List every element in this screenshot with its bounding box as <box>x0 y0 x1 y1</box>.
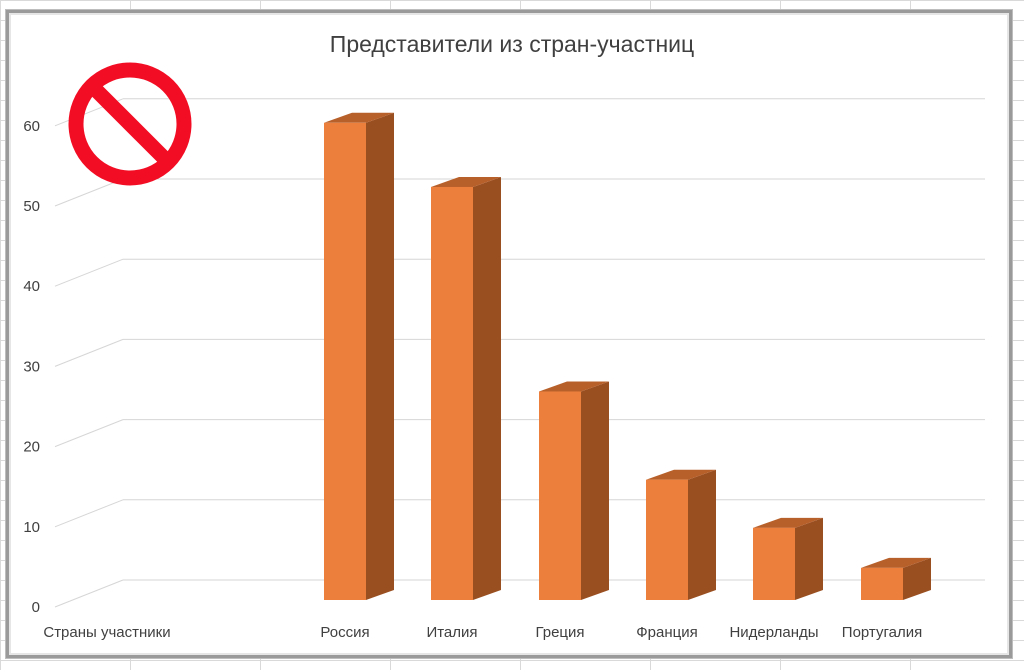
chart-title: Представители из стран-участниц <box>329 31 695 57</box>
y-tick-label: 50 <box>23 198 40 215</box>
bars <box>324 112 931 600</box>
bar <box>324 112 394 600</box>
bar-front <box>539 391 581 600</box>
category-label: Нидерланды <box>729 624 818 641</box>
x-axis-labels: Страны участники Россия Италия Греция Франци… <box>43 624 922 641</box>
y-tick-label: 60 <box>23 118 40 135</box>
bar-side <box>903 557 931 600</box>
bar-top <box>539 381 609 392</box>
bar-side <box>795 517 823 600</box>
category-label: Франция <box>636 624 697 641</box>
category-label: Португалия <box>842 624 922 641</box>
y-tick-label: 0 <box>32 599 40 616</box>
gridline <box>54 258 124 287</box>
category-label: Страны участники <box>43 624 170 641</box>
y-tick-label: 20 <box>23 439 40 456</box>
y-tick-label: 10 <box>23 519 40 536</box>
bar-side <box>473 176 501 600</box>
gridlines <box>54 98 985 608</box>
bar-top <box>753 517 823 528</box>
bar-top <box>324 112 394 123</box>
bar-front <box>861 567 903 600</box>
category-label: Греция <box>535 624 584 641</box>
bar-front <box>324 122 366 600</box>
bar-front <box>646 479 688 600</box>
bar-side <box>581 381 609 600</box>
bar <box>646 469 716 600</box>
gridline <box>54 338 124 367</box>
chart-frame[interactable] <box>6 10 1012 658</box>
bar-front <box>753 527 795 600</box>
bar-side <box>366 112 394 600</box>
gridline <box>54 499 124 528</box>
y-tick-label: 40 <box>23 278 40 295</box>
y-tick-label: 30 <box>23 358 40 375</box>
gridline <box>54 579 124 608</box>
gridline <box>54 178 124 207</box>
category-label: Россия <box>320 624 369 641</box>
category-label: Италия <box>426 624 477 641</box>
bar-top <box>431 176 501 187</box>
gridline <box>54 419 124 448</box>
bar <box>753 517 823 600</box>
bar-front <box>431 186 473 600</box>
bar-side <box>688 469 716 600</box>
bar <box>431 176 501 600</box>
no-entry-icon <box>68 62 192 186</box>
bar-top <box>861 557 931 568</box>
bar <box>539 381 609 600</box>
bar-top <box>646 469 716 480</box>
y-axis-ticks: 0 10 20 30 40 50 60 <box>23 118 40 616</box>
bar <box>861 557 931 600</box>
